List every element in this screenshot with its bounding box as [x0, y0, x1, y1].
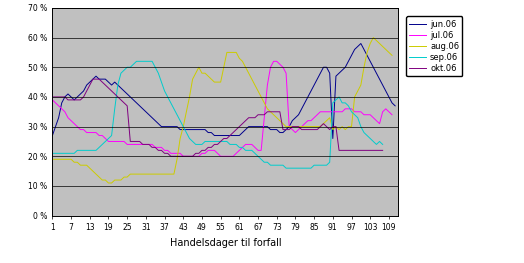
jun.06 — [127, 95, 134, 99]
sep.06 — [283, 166, 289, 170]
sep.06 — [305, 166, 311, 170]
Line: jul.06: jul.06 — [52, 61, 392, 156]
aug.06 — [49, 158, 56, 161]
jul.06 — [149, 143, 155, 146]
okt.06 — [90, 78, 96, 81]
jul.06 — [180, 155, 187, 158]
X-axis label: Handelsdager til forfall: Handelsdager til forfall — [169, 238, 281, 248]
aug.06 — [373, 39, 379, 42]
aug.06 — [292, 125, 299, 128]
sep.06 — [364, 134, 370, 137]
jul.06 — [373, 119, 379, 122]
okt.06 — [289, 125, 296, 128]
okt.06 — [379, 149, 386, 152]
jul.06 — [208, 149, 214, 152]
jun.06 — [392, 104, 398, 107]
Legend: jun.06, jul.06, aug.06, sep.06, okt.06: jun.06, jul.06, aug.06, sep.06, okt.06 — [406, 16, 463, 76]
sep.06 — [49, 152, 56, 155]
aug.06 — [370, 36, 376, 39]
jun.06 — [49, 134, 56, 137]
sep.06 — [134, 60, 140, 63]
aug.06 — [386, 51, 392, 54]
jun.06 — [136, 104, 143, 107]
Line: jun.06: jun.06 — [52, 43, 395, 139]
sep.06 — [289, 166, 296, 170]
jun.06 — [177, 128, 183, 131]
aug.06 — [389, 54, 395, 57]
sep.06 — [379, 143, 386, 146]
jul.06 — [296, 128, 302, 131]
aug.06 — [105, 181, 112, 185]
sep.06 — [348, 110, 355, 113]
jul.06 — [389, 113, 395, 116]
okt.06 — [348, 149, 355, 152]
jul.06 — [386, 110, 392, 113]
okt.06 — [168, 155, 174, 158]
Line: okt.06: okt.06 — [52, 79, 383, 156]
jul.06 — [270, 60, 277, 63]
aug.06 — [208, 78, 214, 81]
okt.06 — [49, 95, 56, 99]
jun.06 — [249, 125, 255, 128]
aug.06 — [152, 173, 158, 176]
jul.06 — [217, 155, 224, 158]
jun.06 — [330, 137, 336, 140]
okt.06 — [152, 146, 158, 149]
sep.06 — [320, 164, 326, 167]
okt.06 — [305, 128, 311, 131]
sep.06 — [152, 66, 158, 69]
jun.06 — [386, 95, 392, 99]
jun.06 — [208, 131, 214, 134]
okt.06 — [364, 149, 370, 152]
okt.06 — [320, 122, 326, 125]
aug.06 — [217, 80, 224, 84]
jun.06 — [358, 42, 364, 45]
Line: aug.06: aug.06 — [52, 38, 392, 183]
jul.06 — [49, 98, 56, 102]
Line: sep.06: sep.06 — [52, 61, 383, 168]
